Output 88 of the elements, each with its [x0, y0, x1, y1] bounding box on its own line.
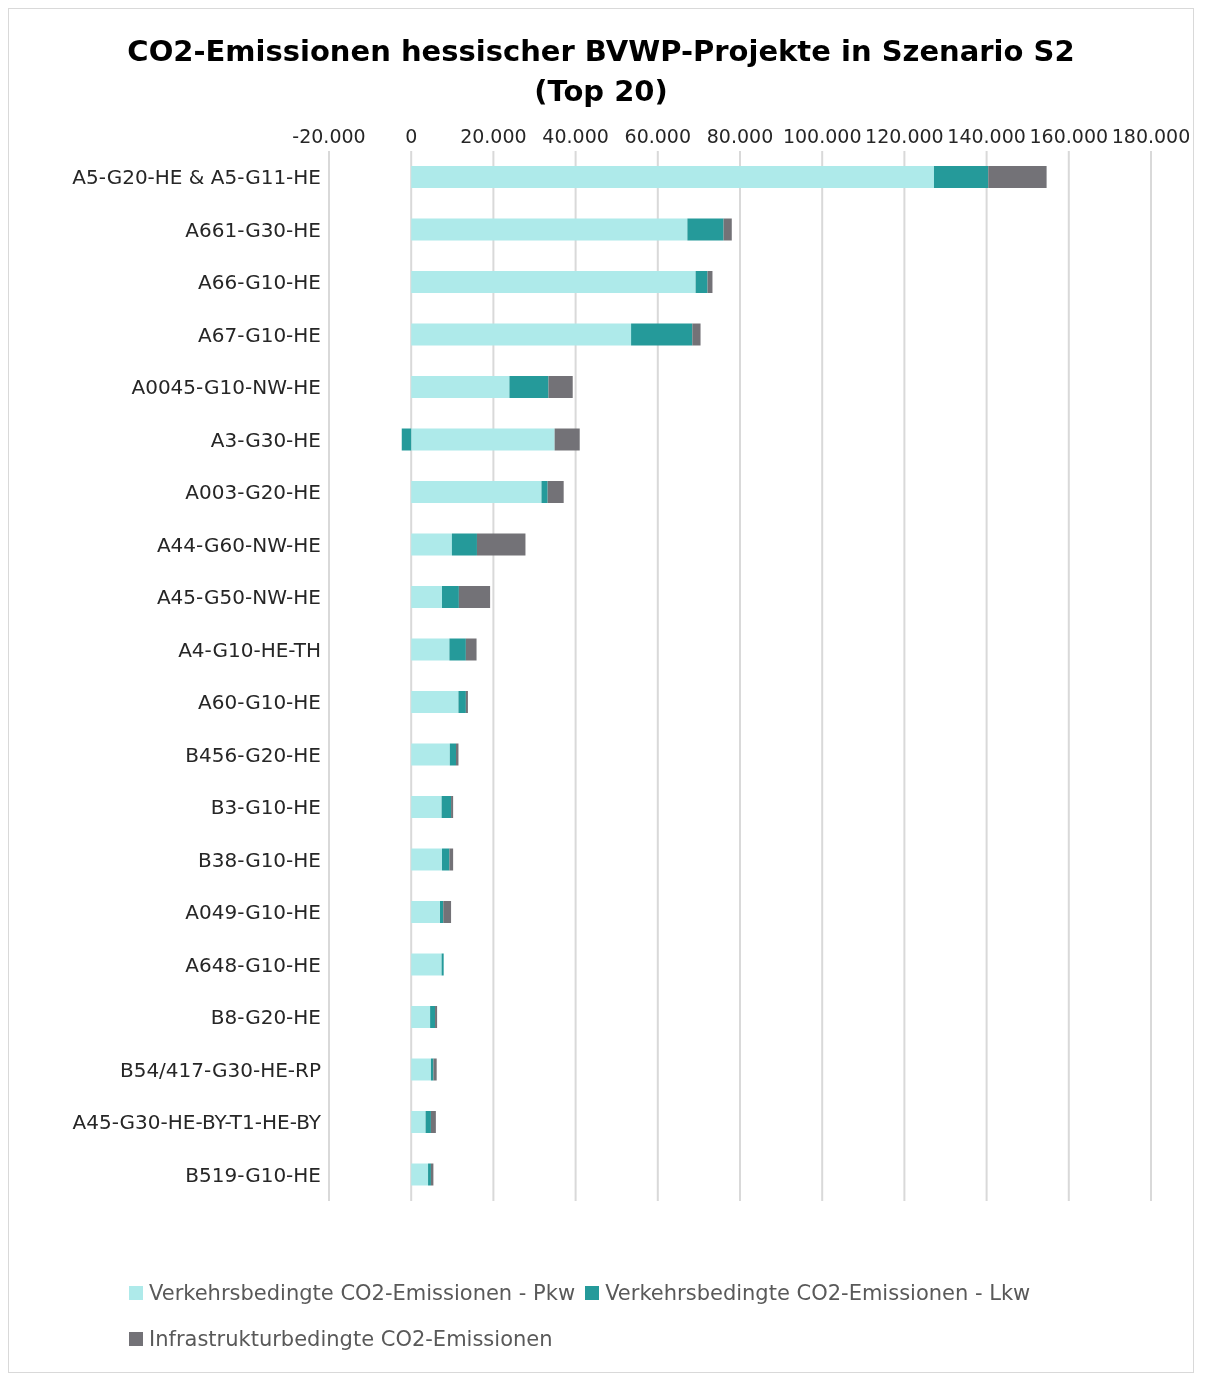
x-tick-label: 120.000	[865, 125, 944, 147]
bar	[411, 901, 440, 923]
bar	[401, 428, 412, 451]
bar	[411, 1163, 429, 1186]
y-tick-label: A049-G10-HE	[185, 900, 321, 925]
bar	[554, 428, 580, 451]
bar	[411, 638, 450, 661]
bar	[458, 586, 491, 608]
bar	[411, 1006, 431, 1028]
y-tick-label: A0045-G10-NW-HE	[131, 375, 321, 400]
bar	[449, 638, 466, 661]
x-tick-label: 180.000	[1111, 125, 1191, 147]
chart-title: CO2-Emissionen hessischer BVWP-Projekte in Szenario S2 (Top 20)	[126, 33, 1076, 110]
x-tick-label: 80.000	[706, 125, 774, 147]
bar	[687, 218, 724, 241]
bar	[411, 323, 632, 346]
x-tick-label: 100.000	[782, 125, 862, 147]
x-tick-label: 140.000	[947, 125, 1026, 147]
bar	[443, 901, 452, 923]
bar	[692, 323, 701, 346]
bar	[548, 376, 573, 398]
x-tick-label: 20.000	[460, 125, 527, 147]
x-tick-label: 0	[405, 125, 418, 147]
x-tick-label: 40.000	[542, 125, 609, 147]
bar	[476, 533, 526, 556]
bar	[442, 848, 450, 871]
bar	[411, 428, 555, 451]
y-tick-label: A45-G50-NW-HE	[156, 585, 321, 610]
bar	[441, 953, 444, 976]
bar	[441, 796, 452, 818]
x-tick-label: 160.000	[1029, 125, 1109, 147]
bar	[442, 586, 459, 608]
y-tick-label: A003-G20-HE	[185, 480, 321, 505]
bar	[465, 691, 468, 713]
y-tick-label: B38-G10-HE	[198, 847, 321, 872]
bar	[430, 1111, 436, 1133]
y-tick-label: B54/417-G30-HE-RP	[119, 1057, 321, 1082]
legend-label: Verkehrsbedingte CO2-Emissionen - Pkw	[148, 1280, 576, 1307]
bar	[449, 743, 456, 766]
bar	[411, 848, 443, 871]
x-tick-label: 60.000	[624, 125, 692, 147]
y-tick-label: A44-G60-NW-HE	[156, 532, 321, 557]
bar	[451, 533, 477, 556]
y-tick-label: B456-G20-HE	[185, 742, 321, 767]
y-tick-label: A3-G30-HE	[210, 427, 321, 452]
bar	[509, 376, 549, 398]
bar	[458, 691, 466, 713]
bar	[411, 376, 510, 398]
y-tick-label: A648-G10-HE	[185, 952, 321, 977]
bar	[411, 481, 542, 503]
bar	[723, 218, 732, 241]
bar	[547, 481, 564, 503]
y-tick-label: A5-G20-HE & A5-G11-HE	[72, 165, 321, 190]
bar	[988, 166, 1047, 188]
bar	[435, 1006, 438, 1028]
bar	[411, 796, 442, 818]
bar	[411, 1111, 426, 1133]
y-tick-label: A60-G10-HE	[198, 690, 321, 715]
bar	[449, 848, 454, 871]
bar	[411, 691, 459, 713]
bar	[451, 796, 454, 818]
bar	[411, 1058, 431, 1081]
bar	[933, 166, 989, 188]
x-tick-label: -20.000	[292, 125, 366, 147]
bar	[411, 218, 688, 241]
bar	[411, 586, 443, 608]
bar	[430, 1006, 436, 1028]
bar	[439, 901, 444, 923]
bar	[411, 953, 442, 976]
bar	[411, 743, 450, 766]
bar	[411, 166, 934, 188]
bar	[411, 271, 696, 293]
bar	[411, 533, 452, 556]
bar	[541, 481, 548, 503]
y-tick-label: B8-G20-HE	[210, 1005, 321, 1030]
bar	[465, 638, 477, 661]
legend-label: Verkehrsbedingte CO2-Emissionen - Lkw	[604, 1280, 1031, 1307]
bar	[425, 1111, 431, 1133]
y-tick-label: B519-G10-HE	[185, 1162, 321, 1187]
bar	[695, 271, 708, 293]
bar	[631, 323, 693, 346]
y-tick-label: B3-G10-HE	[210, 795, 321, 820]
y-tick-label: A4-G10-HE-TH	[178, 637, 321, 662]
y-tick-label: A661-G30-HE	[185, 217, 321, 242]
y-tick-label: A66-G10-HE	[198, 270, 321, 295]
legend-label: Infrastrukturbedingte CO2-Emissionen	[148, 1326, 553, 1353]
y-tick-label: A45-G30-HE-BY-T1-HE-BY	[72, 1110, 322, 1135]
y-tick-label: A67-G10-HE	[198, 322, 321, 347]
